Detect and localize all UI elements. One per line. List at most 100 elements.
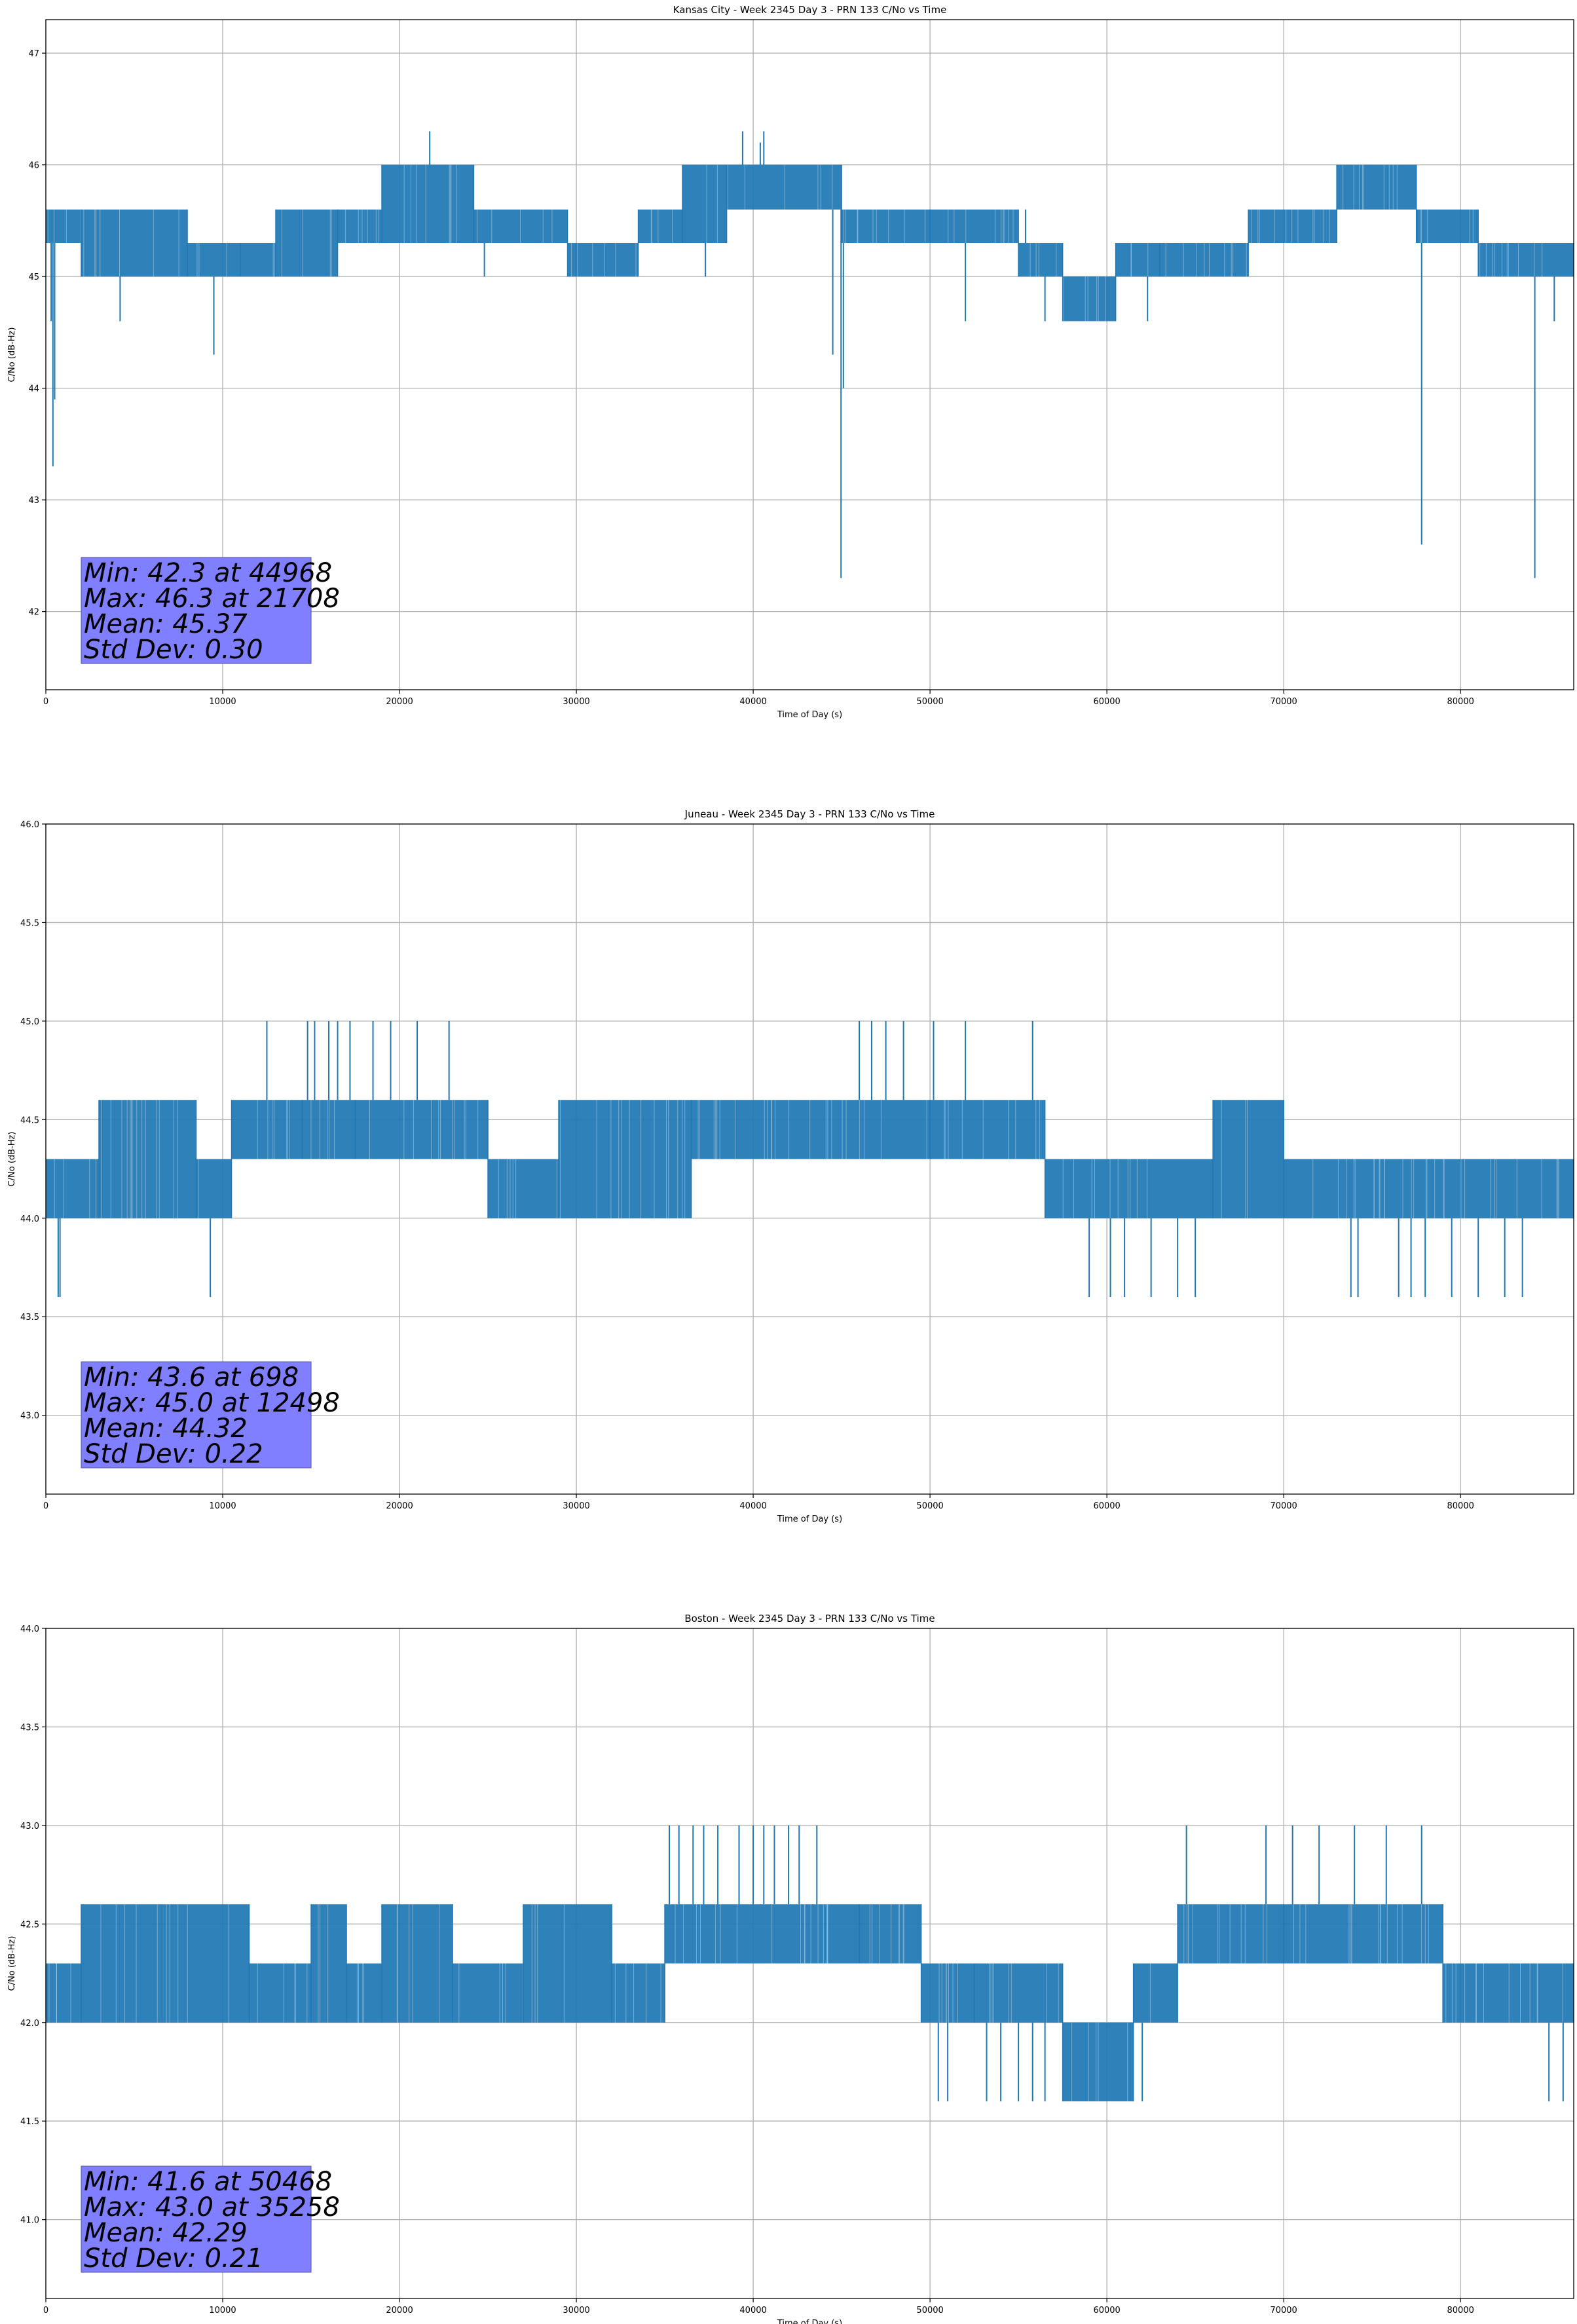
chart-title: Boston - Week 2345 Day 3 - PRN 133 C/No … xyxy=(684,1613,935,1624)
stats-line: Std Dev: 0.21 xyxy=(84,2243,263,2274)
y-axis-label: C/No (dB-Hz) xyxy=(7,328,17,383)
data-band xyxy=(99,1100,196,1218)
y-tick-label: 46 xyxy=(28,161,39,171)
data-band xyxy=(612,1963,665,2023)
data-band xyxy=(311,1904,347,2023)
series-cno xyxy=(46,1825,1574,2102)
data-band xyxy=(81,209,188,277)
data-band xyxy=(240,243,276,277)
x-tick-label: 40000 xyxy=(739,1501,766,1511)
data-band xyxy=(81,1904,250,2023)
data-band xyxy=(930,209,1019,243)
y-tick-label: 45.0 xyxy=(20,1017,39,1027)
data-band xyxy=(1133,1963,1178,2023)
x-tick-label: 50000 xyxy=(916,2306,943,2315)
x-axis-label: Time of Day (s) xyxy=(777,1514,842,1524)
y-tick-label: 45 xyxy=(28,272,39,282)
data-band xyxy=(346,1963,382,2023)
x-tick-label: 70000 xyxy=(1270,697,1297,707)
data-band xyxy=(1284,1159,1574,1218)
x-tick-label: 40000 xyxy=(739,697,766,707)
stats-line: Mean: 44.32 xyxy=(84,1414,248,1444)
x-tick-label: 20000 xyxy=(386,2306,413,2315)
stats-line: Mean: 42.29 xyxy=(84,2218,248,2248)
data-band xyxy=(1045,1159,1214,1218)
x-tick-label: 0 xyxy=(43,1501,48,1511)
y-tick-label: 44.5 xyxy=(20,1115,39,1125)
x-axis-label: Time of Day (s) xyxy=(777,710,842,720)
x-tick-label: 50000 xyxy=(916,697,943,707)
x-tick-label: 60000 xyxy=(1093,697,1120,707)
data-band xyxy=(1337,164,1417,210)
data-band xyxy=(46,1159,100,1218)
data-band xyxy=(665,1904,860,1964)
y-tick-label: 41.5 xyxy=(20,2117,39,2127)
stats-box xyxy=(81,557,312,664)
y-tick-label: 46.0 xyxy=(20,820,39,830)
x-tick-label: 30000 xyxy=(563,1501,589,1511)
stats-line: Min: 42.3 at 44968 xyxy=(84,558,332,588)
stats-line: Min: 43.6 at 698 xyxy=(84,1362,299,1393)
data-band xyxy=(691,1100,931,1159)
data-band xyxy=(726,164,842,210)
y-tick-label: 41.0 xyxy=(20,2216,39,2226)
x-tick-label: 30000 xyxy=(563,697,589,707)
data-band xyxy=(337,209,382,243)
x-tick-label: 10000 xyxy=(209,697,236,707)
data-band xyxy=(842,209,931,243)
chart-title: Kansas City - Week 2345 Day 3 - PRN 133 … xyxy=(673,4,947,16)
data-band xyxy=(46,1963,82,2023)
data-band xyxy=(196,1159,232,1218)
stats-line: Max: 43.0 at 35258 xyxy=(84,2192,340,2222)
series-cno xyxy=(46,131,1574,578)
stats-line: Min: 41.6 at 50468 xyxy=(84,2167,332,2197)
data-band xyxy=(46,209,82,243)
data-band xyxy=(921,1963,974,2023)
x-tick-label: 60000 xyxy=(1093,2306,1120,2315)
data-band xyxy=(559,1100,692,1218)
data-band xyxy=(1213,1100,1284,1218)
x-tick-label: 20000 xyxy=(386,697,413,707)
chart-panel-kansas-city: 0 10000 20000 30000 40000 50000 60000 70000 8000… xyxy=(7,4,1574,720)
stats-line: Max: 46.3 at 21708 xyxy=(84,584,340,614)
data-band xyxy=(1416,209,1479,243)
y-tick-label: 42.0 xyxy=(20,2019,39,2029)
x-tick-label: 40000 xyxy=(739,2306,766,2315)
x-tick-label: 60000 xyxy=(1093,1501,1120,1511)
x-tick-label: 80000 xyxy=(1447,1501,1474,1511)
y-tick-label: 43.5 xyxy=(20,1313,39,1322)
data-band xyxy=(682,164,727,243)
data-band xyxy=(382,164,474,243)
data-band xyxy=(523,1904,612,2023)
y-tick-label: 43.0 xyxy=(20,1822,39,1831)
x-tick-label: 50000 xyxy=(916,1501,943,1511)
y-tick-label: 42 xyxy=(28,608,39,618)
data-band xyxy=(488,1159,559,1218)
chart-title: Juneau - Week 2345 Day 3 - PRN 133 C/No … xyxy=(684,808,935,820)
data-band xyxy=(974,1963,1063,2023)
data-band xyxy=(1443,1963,1574,2023)
data-band xyxy=(1160,243,1249,277)
x-tick-label: 30000 xyxy=(563,2306,589,2315)
stats-box xyxy=(81,2165,312,2273)
chart-panel-boston: 0 10000 20000 30000 40000 50000 60000 70000 8000… xyxy=(7,1613,1574,2324)
y-tick-label: 47 xyxy=(28,49,39,59)
data-band xyxy=(1062,2022,1134,2102)
x-tick-label: 70000 xyxy=(1270,2306,1297,2315)
stats-line: Std Dev: 0.30 xyxy=(84,635,263,665)
chart-panel-juneau: 0 10000 20000 30000 40000 50000 60000 70000 8000… xyxy=(7,808,1574,1524)
x-tick-label: 80000 xyxy=(1447,697,1474,707)
x-tick-label: 70000 xyxy=(1270,1501,1297,1511)
data-band xyxy=(1284,1904,1443,1964)
stats-line: Std Dev: 0.22 xyxy=(84,1439,263,1469)
stats-line: Max: 45.0 at 12498 xyxy=(84,1388,340,1418)
x-tick-label: 0 xyxy=(43,2306,48,2315)
x-tick-label: 20000 xyxy=(386,1501,413,1511)
y-tick-label: 44 xyxy=(28,384,39,394)
y-axis-label: C/No (dB-Hz) xyxy=(7,1936,17,1991)
data-band xyxy=(302,1100,356,1159)
y-tick-label: 44.0 xyxy=(20,1214,39,1224)
data-band xyxy=(473,209,568,243)
x-axis-label: Time of Day (s) xyxy=(777,2319,842,2324)
x-tick-label: 0 xyxy=(43,697,48,707)
